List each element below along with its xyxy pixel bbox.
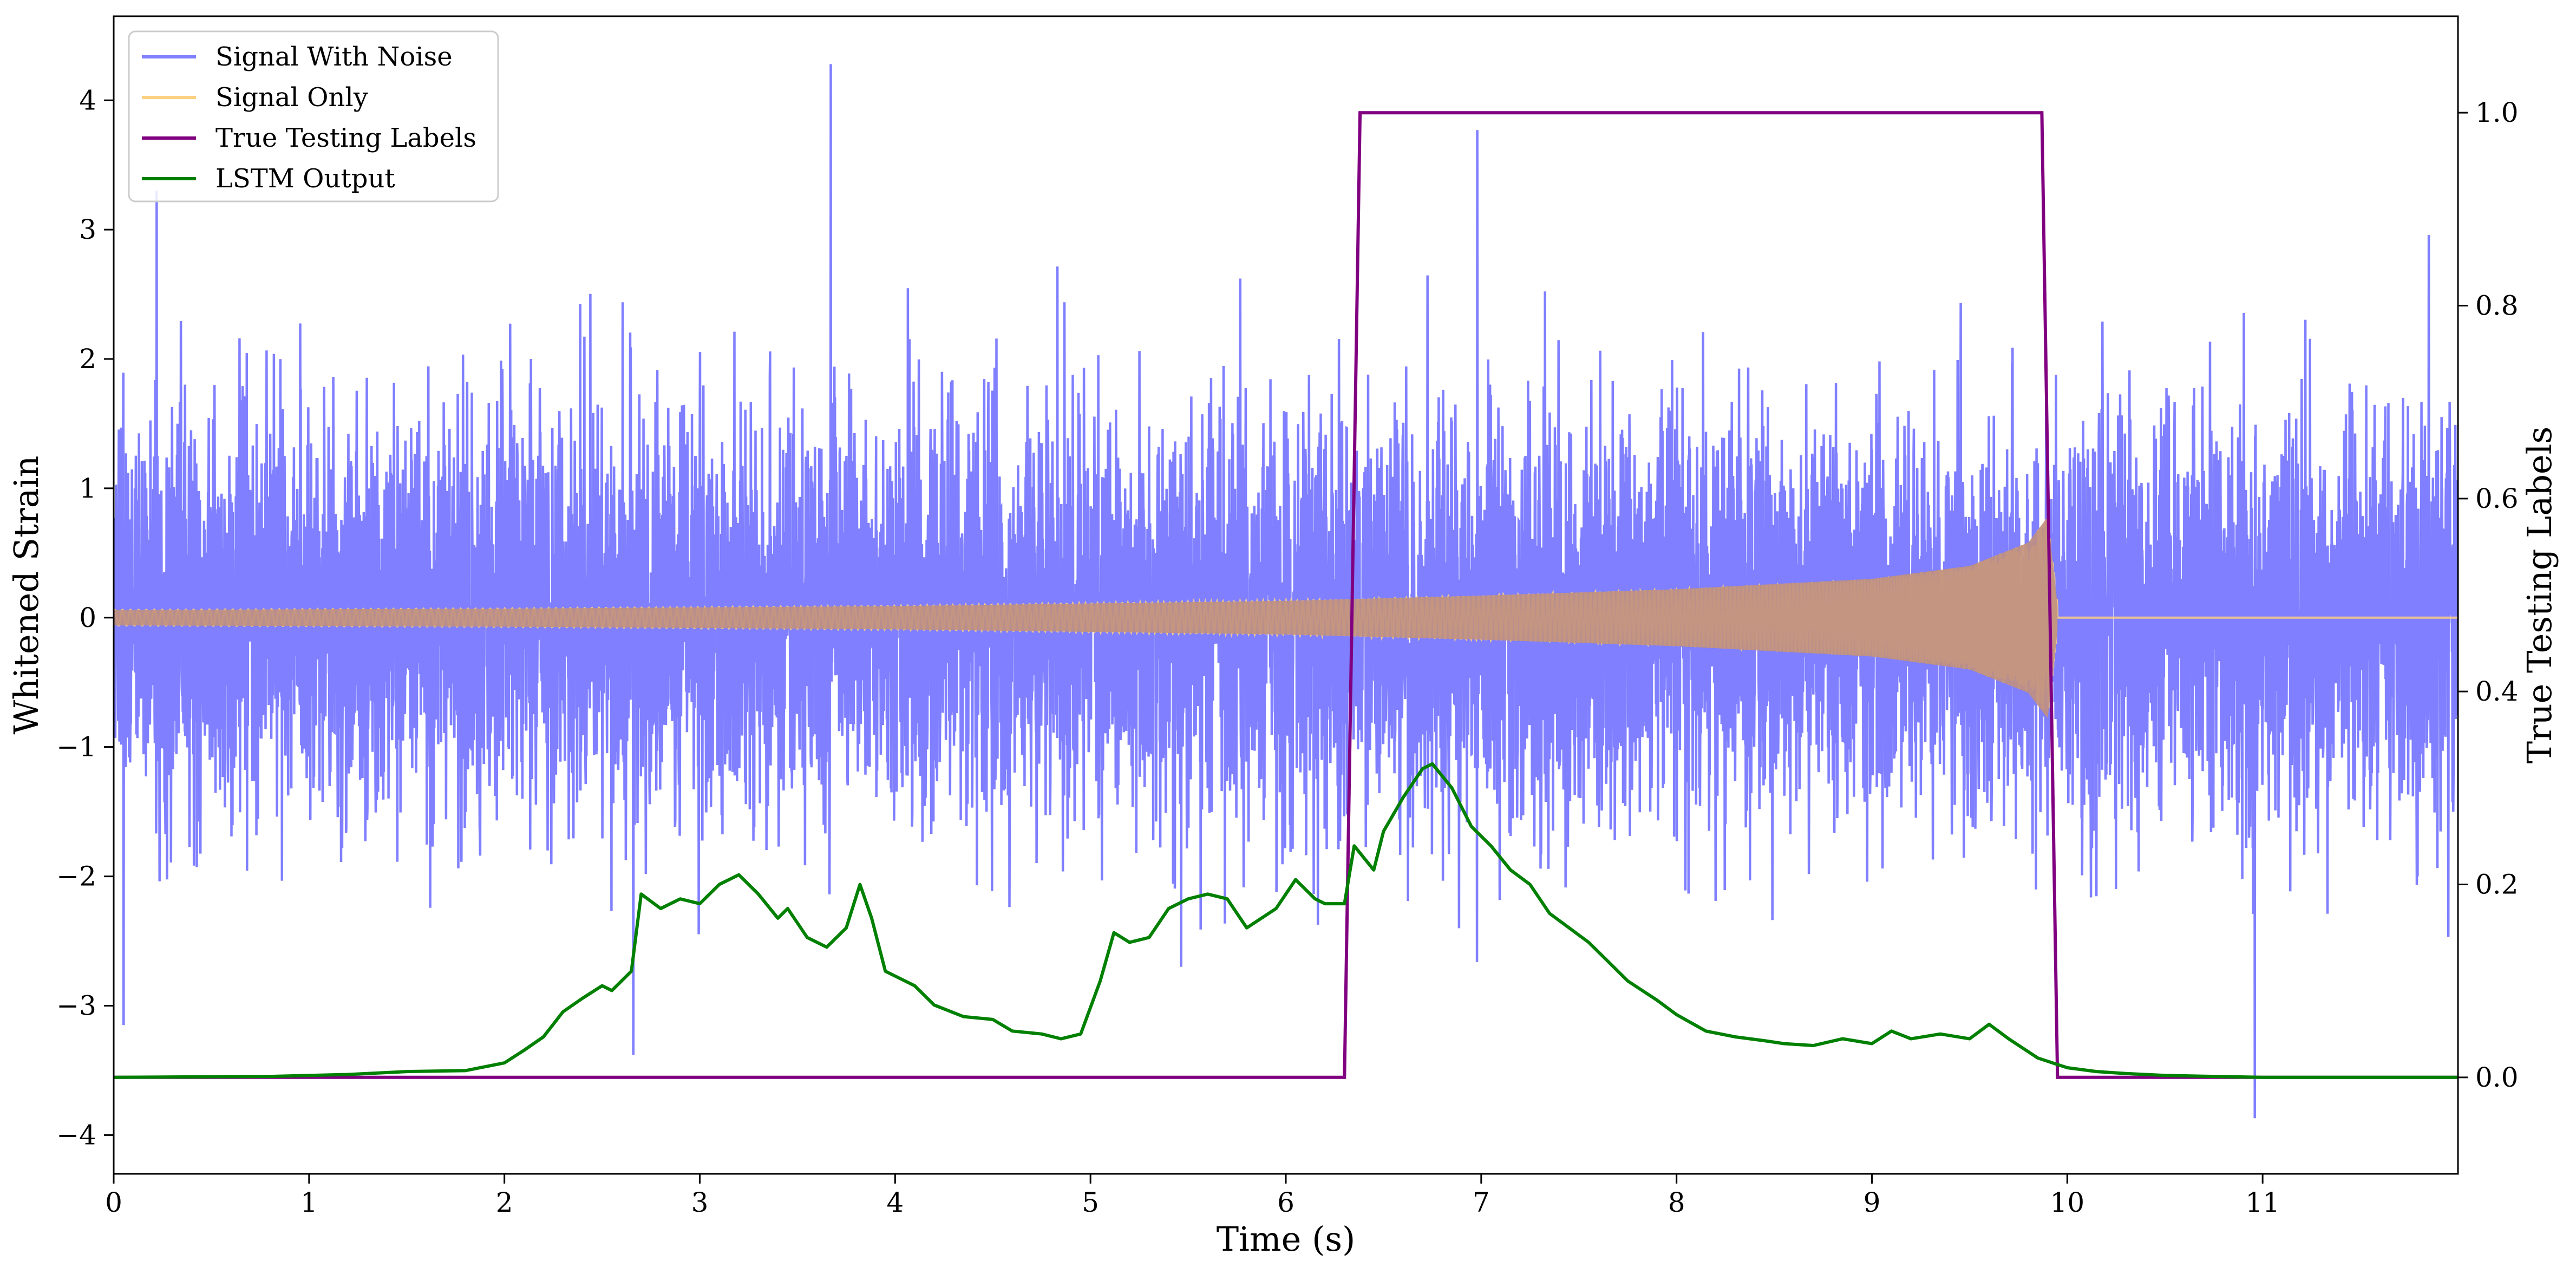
x-tick-label: 9 xyxy=(1864,1187,1881,1218)
lstm-output-line xyxy=(114,762,2458,1079)
y-right-tick-label: 0.2 xyxy=(2475,869,2519,900)
y-tick-label: 1 xyxy=(79,473,96,504)
x-tick-label: 7 xyxy=(1473,1187,1490,1218)
series-lstm-output xyxy=(114,762,2458,1079)
y-axis-right-title: True Testing Labels xyxy=(2520,427,2559,764)
legend-box xyxy=(128,30,499,202)
y-right-tick-label: 0.8 xyxy=(2475,290,2519,322)
x-tick-label: 0 xyxy=(105,1187,122,1218)
series-true-testing-labels xyxy=(114,111,2458,1079)
x-tick-label: 6 xyxy=(1277,1187,1294,1218)
y-right-tick-label: 0.0 xyxy=(2475,1062,2519,1093)
y-tick-label: 0 xyxy=(79,602,96,633)
x-tick-label: 2 xyxy=(496,1187,513,1218)
legend-label: LSTM Output xyxy=(215,164,395,194)
y-right-tick-label: 0.4 xyxy=(2475,676,2519,707)
x-tick-label: 11 xyxy=(2245,1187,2280,1218)
y-tick-label: −4 xyxy=(56,1119,96,1151)
x-tick-label: 8 xyxy=(1668,1187,1685,1218)
legend-label: Signal Only xyxy=(215,82,368,113)
x-tick-label: 1 xyxy=(300,1187,318,1218)
axes: 0 1 2 3 4 5 6 7 8 9 10 11 −4 −3 −2 −1 0 1 2 3 4 0.0 0.2 0.4 0.6 0… xyxy=(56,84,2518,1218)
y-tick-label: −3 xyxy=(56,990,96,1021)
x-tick-label: 3 xyxy=(691,1187,709,1218)
x-tick-label: 10 xyxy=(2050,1187,2085,1218)
series-signal-only xyxy=(114,517,2458,718)
x-tick-label: 4 xyxy=(886,1187,904,1218)
y-tick-label: −2 xyxy=(56,861,96,892)
y-tick-label: −1 xyxy=(56,731,96,763)
signal-only-envelope xyxy=(114,517,2058,718)
y-tick-label: 3 xyxy=(79,214,96,245)
legend-label: Signal With Noise xyxy=(215,42,453,72)
y-right-tick-label: 1.0 xyxy=(2475,97,2519,128)
y-right-tick-label: 0.6 xyxy=(2475,483,2519,514)
plot-area xyxy=(114,64,2458,1119)
signal-with-noise-line xyxy=(114,64,2458,1119)
legend-label: True Testing Labels xyxy=(215,123,476,153)
y-axis-title: Whitened Strain xyxy=(6,456,46,735)
y-tick-label: 2 xyxy=(79,343,96,375)
x-axis-title: Time (s) xyxy=(1217,1219,1356,1259)
true-testing-labels-line xyxy=(114,111,2458,1079)
x-tick-label: 5 xyxy=(1082,1187,1099,1218)
y-tick-label: 4 xyxy=(79,84,96,116)
series-signal-with-noise xyxy=(114,64,2458,1119)
legend: Signal With Noise Signal Only True Testing… xyxy=(128,30,499,202)
